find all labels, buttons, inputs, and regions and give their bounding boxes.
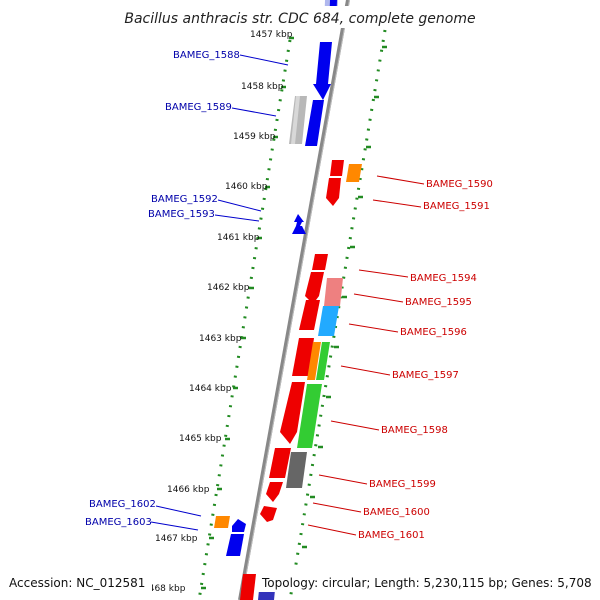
gene-label-bameg-1599[interactable]: BAMEG_1599 [369, 479, 436, 490]
kbp-label: 1462 kbp [207, 283, 250, 293]
gene-arrow[interactable] [326, 178, 341, 206]
gene-label-bameg-1594[interactable]: BAMEG_1594 [410, 273, 477, 284]
kbp-label: 1461 kbp [217, 233, 260, 243]
map-title: Bacillus anthracis str. CDC 684, complet… [124, 11, 475, 27]
accession-text: Accession: NC_012581 [9, 576, 145, 590]
gene-arrow[interactable] [269, 448, 291, 478]
gene-label-bameg-1592[interactable]: BAMEG_1592 [151, 194, 218, 205]
gene-label-bameg-1589[interactable]: BAMEG_1589 [165, 102, 232, 113]
gene-arrow[interactable] [299, 300, 320, 330]
plus-strand-genes [214, 160, 362, 600]
gene-arrow[interactable] [313, 42, 332, 100]
gene-arrow[interactable] [286, 452, 307, 488]
right-leader-lines [307, 175, 425, 536]
genome-backbone-highlight [241, 0, 350, 600]
gene-arrow[interactable] [324, 278, 343, 306]
gene-label-bameg-1598[interactable]: BAMEG_1598 [381, 425, 448, 436]
gene-label-bameg-1593[interactable]: BAMEG_1593 [148, 209, 215, 220]
gene-arrow[interactable] [214, 516, 230, 528]
gene-label-bameg-1600[interactable]: BAMEG_1600 [363, 507, 430, 518]
kbp-label: 1467 kbp [155, 534, 198, 544]
gene-arrow[interactable] [307, 342, 321, 380]
kbp-labels: 1457 kbp 1458 kbp 1459 kbp 1460 kbp 1461… [143, 30, 293, 594]
gene-arrow[interactable] [291, 96, 300, 144]
kbp-label: 1464 kbp [189, 384, 232, 394]
gene-arrow[interactable] [280, 382, 305, 444]
gene-arrow[interactable] [305, 272, 324, 304]
gene-label-bameg-1591[interactable]: BAMEG_1591 [423, 201, 490, 212]
kbp-tick-marks [201, 36, 387, 590]
gene-arrow[interactable] [330, 160, 344, 176]
left-leader-lines [150, 54, 289, 531]
gene-arrow[interactable] [240, 574, 256, 600]
gene-arrow[interactable] [260, 506, 277, 522]
kbp-label: 1466 kbp [167, 485, 210, 495]
kbp-label: 1465 kbp [179, 434, 222, 444]
gene-arrow[interactable] [294, 214, 304, 226]
gene-arrow[interactable] [305, 100, 324, 146]
genome-summary-text: Topology: circular; Length: 5,230,115 bp… [261, 576, 592, 590]
gene-arrow[interactable] [316, 342, 330, 380]
gene-arrow[interactable] [312, 254, 328, 270]
summary-background [258, 572, 594, 592]
gene-label-bameg-1596[interactable]: BAMEG_1596 [400, 327, 467, 338]
gene-label-bameg-1595[interactable]: BAMEG_1595 [405, 297, 472, 308]
gene-arrow[interactable] [318, 306, 339, 336]
gene-label-bameg-1601[interactable]: BAMEG_1601 [358, 530, 425, 541]
gene-label-bameg-1588[interactable]: BAMEG_1588 [173, 50, 240, 61]
gene-arrow[interactable] [292, 226, 306, 234]
gene-label-bameg-1603[interactable]: BAMEG_1603 [85, 517, 152, 528]
genome-backbone [238, 0, 350, 600]
kbp-label: 1463 kbp [199, 334, 242, 344]
right-tick-track [288, 29, 387, 600]
gene-label-bameg-1597[interactable]: BAMEG_1597 [392, 370, 459, 381]
kbp-label: 1460 kbp [225, 182, 268, 192]
kbp-label: 1458 kbp [241, 82, 284, 92]
gene-arrow[interactable] [292, 338, 314, 376]
gene-label-bameg-1602[interactable]: BAMEG_1602 [89, 499, 156, 510]
left-tick-track [197, 39, 292, 600]
accession-background [4, 572, 152, 592]
kbp-label: 1457 kbp [250, 30, 293, 40]
gene-label-bameg-1590[interactable]: BAMEG_1590 [426, 179, 493, 190]
gene-arrow[interactable] [266, 482, 283, 502]
gene-arrow[interactable] [346, 164, 362, 182]
kbp-label: 1459 kbp [233, 132, 276, 142]
kbp-label: 1468 kbp [143, 584, 186, 594]
gene-arrow[interactable] [226, 534, 244, 556]
gene-arrow[interactable] [297, 384, 322, 448]
title-background [120, 6, 482, 28]
gene-arrow[interactable] [232, 519, 246, 532]
